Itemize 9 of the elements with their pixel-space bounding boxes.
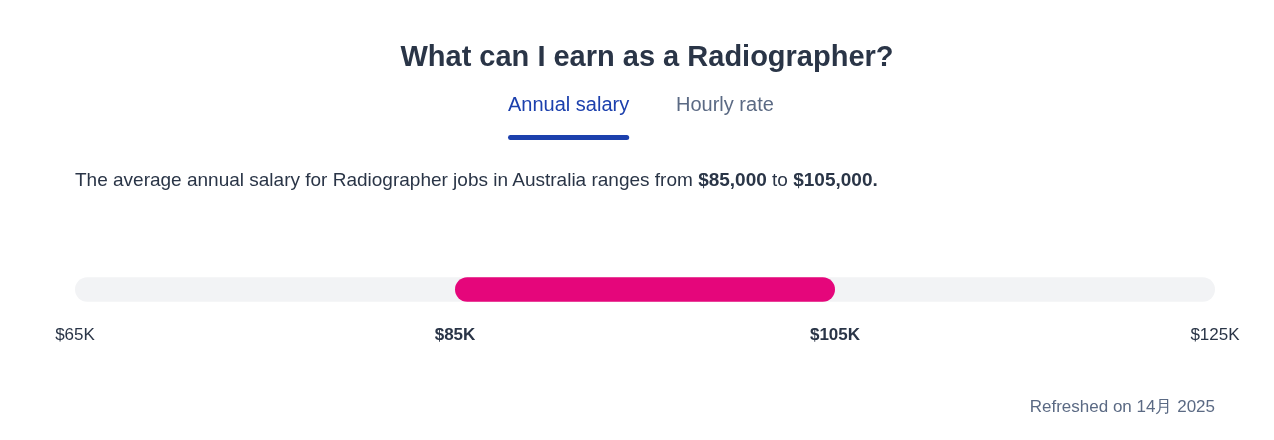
- x-tick-label: $105K: [809, 325, 861, 344]
- text: Annual salary: [508, 93, 630, 115]
- chart-title: What can I earn as a Radiographer?: [400, 40, 894, 72]
- text: Hourly rate: [676, 93, 774, 115]
- x-tick-label: $65K: [55, 325, 96, 344]
- chart-subtitle: The average annual salary for Radiographer jobs in Australia ranges from $85,000 to $105,000.: [75, 169, 878, 190]
- text: Refreshed on 14月 2025: [1029, 397, 1215, 416]
- x-tick-label: $125K: [1190, 325, 1241, 344]
- x-tick-label: $85K: [434, 325, 477, 344]
